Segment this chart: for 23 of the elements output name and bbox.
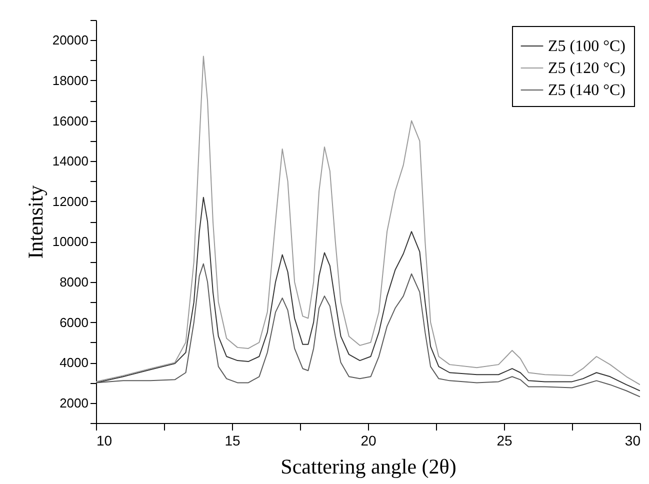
y-tick-label: 18000 [52, 72, 88, 88]
y-tick-label: 20000 [52, 32, 88, 48]
x-tick-label: 10 [96, 432, 112, 448]
y-tick-label: 4000 [60, 355, 88, 370]
y-tick-label: 16000 [52, 113, 88, 128]
y-tick-label: 6000 [60, 314, 88, 330]
legend-label: Z5 (140 °C) [548, 82, 626, 99]
line-series [96, 56, 640, 386]
y-tick-label: 14000 [52, 154, 88, 169]
y-tick-label: 2000 [60, 395, 88, 410]
y-tick-label: 12000 [52, 194, 88, 209]
y-tick-label: 10000 [52, 234, 88, 250]
x-tick-label: 25 [496, 432, 512, 448]
x-tick-label: 20 [360, 432, 376, 448]
y-tick-label: 8000 [60, 274, 88, 290]
x-tick-label: 30 [624, 432, 641, 448]
y-axis-title: Intensity [23, 184, 48, 259]
legend-label: Z5 (100 °C) [548, 38, 626, 55]
legend-label: Z5 (120 °C) [548, 60, 626, 77]
line-series [96, 263, 640, 398]
x-axis-title: Scattering angle (2θ) [280, 454, 456, 478]
line-series [96, 196, 640, 392]
x-tick-label: 15 [224, 432, 240, 448]
